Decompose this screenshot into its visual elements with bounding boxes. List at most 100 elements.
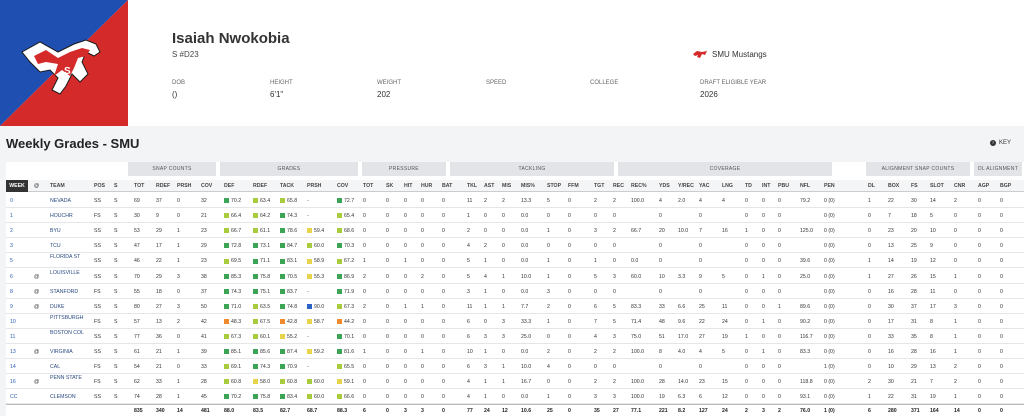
column-header-yds[interactable]: YDS bbox=[659, 183, 670, 189]
cell-team[interactable]: NEVADA bbox=[50, 198, 71, 204]
cell-pen: 0 (0) bbox=[824, 273, 835, 280]
team-link[interactable]: SMU Mustangs bbox=[692, 50, 767, 59]
key-button[interactable]: ? KEY bbox=[990, 140, 1011, 146]
cell-team[interactable]: VIRGINIA bbox=[50, 349, 73, 355]
grade-color-swatch bbox=[224, 303, 229, 309]
column-header-tgt[interactable]: TGT bbox=[594, 183, 605, 189]
column-header-dl[interactable]: DL bbox=[868, 183, 875, 189]
cell-week[interactable]: 13 bbox=[10, 349, 16, 355]
cell-int: 1 bbox=[762, 318, 765, 325]
table-row[interactable]: CC CLEMSON SS S 74 28 1 45 70.2 75.8 83.4 60.0 66.6 0… bbox=[6, 389, 1024, 405]
cell-week[interactable]: 16 bbox=[10, 379, 16, 386]
column-header-mis[interactable]: MIS bbox=[502, 183, 512, 189]
column-header-prsh[interactable]: PRSH bbox=[177, 183, 192, 189]
column-header-rdef[interactable]: RDEF bbox=[253, 183, 268, 189]
table-row[interactable]: 6 @ LOUISVILLE SS S 70 29 3 38 85.3 75.8 70.5 55.3 86… bbox=[6, 269, 1024, 284]
cell-team[interactable]: DUKE bbox=[50, 303, 65, 310]
column-header--[interactable]: @ bbox=[34, 183, 40, 189]
cell-hur: 0 bbox=[421, 318, 424, 325]
column-header-yac[interactable]: YAC bbox=[699, 183, 710, 189]
cell-team[interactable]: PENN STATE bbox=[50, 375, 82, 382]
cell-week[interactable]: 10 bbox=[10, 318, 16, 325]
column-header-fs[interactable]: FS bbox=[911, 183, 918, 189]
table-row[interactable]: 5 FLORIDA ST SS S 46 22 1 23 69.5 71.1 83.1 58.9 67.… bbox=[6, 253, 1024, 269]
column-header-pbu[interactable]: PBU bbox=[778, 183, 789, 189]
cell-week[interactable]: 0 bbox=[10, 198, 13, 204]
cell-team[interactable]: FLORIDA ST bbox=[50, 254, 81, 261]
total-tkl: 77 bbox=[467, 408, 473, 414]
cell-team[interactable]: TCU bbox=[50, 243, 61, 250]
week-column-header[interactable]: WEEK bbox=[6, 180, 28, 192]
column-header-team[interactable]: TEAM bbox=[50, 183, 65, 189]
column-header-int[interactable]: INT bbox=[762, 183, 771, 189]
cell-week[interactable]: 14 bbox=[10, 364, 16, 371]
column-header-ffm[interactable]: FFM bbox=[568, 183, 579, 189]
table-row[interactable]: 10 PITTSBURGH FS S 57 13 2 42 48.3 67.5 42.8 58.7 44… bbox=[6, 314, 1024, 329]
column-header-def[interactable]: DEF bbox=[224, 183, 235, 189]
cell-td: 0 bbox=[745, 303, 748, 310]
cell-week[interactable]: 6 bbox=[10, 273, 13, 280]
column-header-slot[interactable]: SLOT bbox=[930, 183, 944, 189]
table-row[interactable]: 1 HOUCHR FS S 30 9 0 21 66.4 64.2 74.3 - 65.4 0 0 0 0 0 1 0… bbox=[6, 208, 1024, 224]
cell-team[interactable]: BYU bbox=[50, 228, 61, 235]
column-header-mis-[interactable]: MIS% bbox=[521, 183, 535, 189]
column-header-stop[interactable]: STOP bbox=[547, 183, 562, 189]
column-header-hur[interactable]: HUR bbox=[421, 183, 433, 189]
column-header-agp[interactable]: AGP bbox=[978, 183, 990, 189]
table-row[interactable]: 14 CAL FS S 54 21 0 33 69.1 74.3 70.9-65.5 0 0 0 0 0 6 3 1… bbox=[6, 359, 1024, 375]
cell-team[interactable]: BOSTON COL bbox=[50, 329, 84, 336]
column-header-rec-[interactable]: REC% bbox=[631, 183, 647, 189]
cell-team[interactable]: LOUISVILLE bbox=[50, 269, 80, 276]
column-header-tot[interactable]: TOT bbox=[134, 183, 145, 189]
table-row[interactable]: 2 BYU SS S 53 29 1 23 66.7 61.1 78.6 59.4 68.6 0 0 0 0 0 2… bbox=[6, 223, 1024, 239]
column-header-lng[interactable]: LNG bbox=[722, 183, 733, 189]
table-row[interactable]: 0 NEVADA SS S 69 37 0 32 70.2 63.4 65.8-72.7 0 0 0 0 0 1… bbox=[6, 193, 1024, 208]
column-header-td[interactable]: TD bbox=[745, 183, 752, 189]
cell-team[interactable]: CAL bbox=[50, 364, 61, 371]
cell-tot: 0 bbox=[363, 198, 366, 204]
column-header-pen[interactable]: PEN bbox=[824, 183, 835, 189]
column-header-hit[interactable]: HIT bbox=[404, 183, 413, 189]
column-header-rec[interactable]: REC bbox=[613, 183, 624, 189]
grade-value: 70.9 bbox=[287, 364, 298, 371]
table-row[interactable]: 3 TCU SS S 47 17 1 29 72.8 73.1 84.7 60.0 70.3 0 0 0 0 0 4… bbox=[6, 238, 1024, 254]
column-header-y-rec[interactable]: Y/REC bbox=[678, 183, 694, 189]
column-header-ast[interactable]: AST bbox=[484, 183, 495, 189]
column-header-cov[interactable]: COV bbox=[201, 183, 213, 189]
column-header-tot[interactable]: TOT bbox=[363, 183, 374, 189]
table-row[interactable]: 9 @ DUKE SS S 80 27 3 50 71.0 63.5 74.8 90.0 67.3 2 0 1 1… bbox=[6, 299, 1024, 314]
column-header-cnr[interactable]: CNR bbox=[954, 183, 966, 189]
cell-team[interactable]: PITTSBURGH bbox=[50, 314, 84, 321]
cell-week[interactable]: 5 bbox=[10, 258, 13, 265]
column-header-tack[interactable]: TACK bbox=[280, 183, 295, 189]
cell-week[interactable]: 3 bbox=[10, 243, 13, 250]
column-header-tkl[interactable]: TKL bbox=[467, 183, 478, 189]
cell-week[interactable]: 9 bbox=[10, 303, 13, 310]
column-header-nfl[interactable]: NFL bbox=[800, 183, 811, 189]
cell-week[interactable]: CC bbox=[10, 394, 18, 401]
cell-week[interactable]: 1 bbox=[10, 213, 13, 220]
cell-team[interactable]: HOUCHR bbox=[50, 213, 73, 220]
column-header-prsh[interactable]: PRSH bbox=[307, 183, 322, 189]
table-row[interactable]: 11 BOSTON COL SS S 77 36 0 41 67.3 60.1 55.2-70.1 0… bbox=[6, 329, 1024, 344]
column-header-pos[interactable]: POS bbox=[94, 183, 105, 189]
table-row[interactable]: 13 @ VIRGINIA SS S 61 21 1 39 85.1 85.6 87.4 59.2 81.… bbox=[6, 344, 1024, 359]
column-header-rdef[interactable]: RDEF bbox=[156, 183, 171, 189]
cell-week[interactable]: 8 bbox=[10, 288, 13, 295]
column-header-s[interactable]: S bbox=[114, 183, 118, 189]
column-header-bgp[interactable]: BGP bbox=[1000, 183, 1012, 189]
cell-team[interactable]: STANFORD bbox=[50, 288, 79, 295]
grade-value: 48.3 bbox=[231, 318, 242, 325]
cell-team[interactable]: CLEMSON bbox=[50, 394, 76, 401]
cell-hur: 0 bbox=[421, 243, 424, 250]
cell-fs: 18 bbox=[911, 213, 917, 220]
column-header-cov[interactable]: COV bbox=[337, 183, 349, 189]
column-header-bat[interactable]: BAT bbox=[442, 183, 453, 189]
column-header-sk[interactable]: SK bbox=[386, 183, 394, 189]
column-header-box[interactable]: BOX bbox=[888, 183, 900, 189]
cell-week[interactable]: 11 bbox=[10, 333, 16, 340]
cell-week[interactable]: 2 bbox=[10, 228, 13, 235]
cell-int: 1 bbox=[762, 349, 765, 355]
table-row[interactable]: 8 @ STANFORD FS S 55 18 0 37 74.3 75.1 83.7 - 71.9 0 0 0… bbox=[6, 284, 1024, 299]
table-row[interactable]: 16 @ PENN STATE FS S 62 33 1 28 60.8 58.0 60.8 60.0 5… bbox=[6, 374, 1024, 390]
